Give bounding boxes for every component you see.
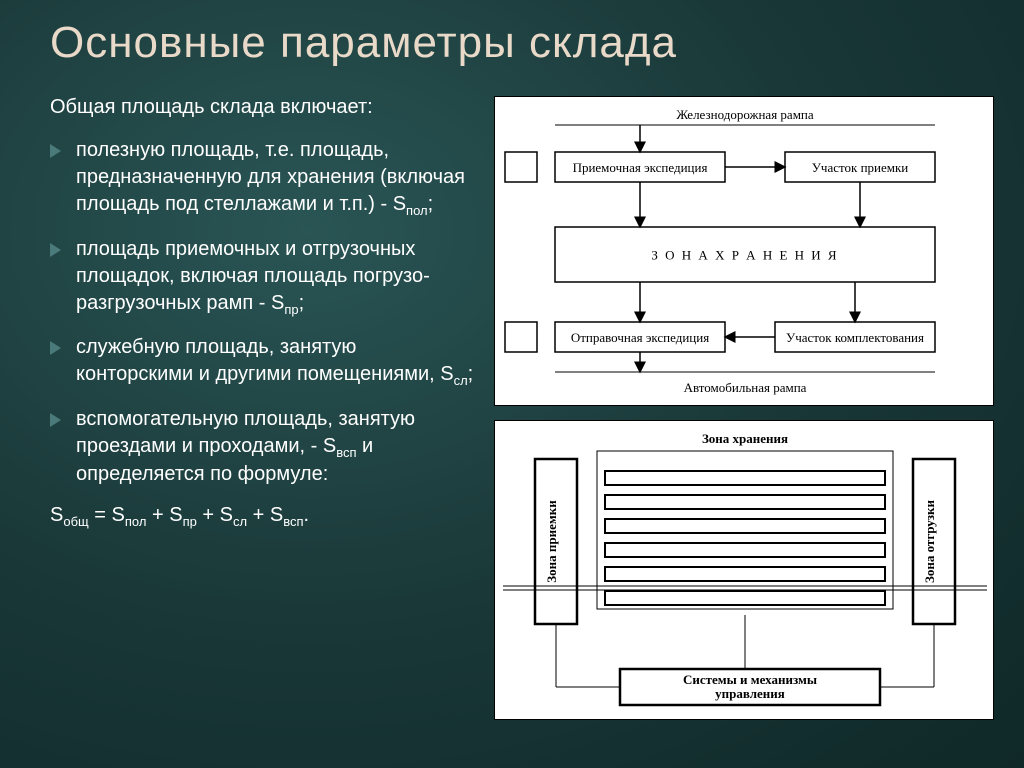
text-column: Общая площадь склада включает: полезную … xyxy=(50,96,476,720)
svg-text:Участок приемки: Участок приемки xyxy=(812,160,909,175)
slide: Основные параметры склада Общая площадь … xyxy=(0,0,1024,768)
svg-text:Автомобильная рампа: Автомобильная рампа xyxy=(684,380,807,395)
intro-text: Общая площадь склада включает: xyxy=(50,96,476,119)
content-row: Общая площадь склада включает: полезную … xyxy=(50,96,994,720)
flowchart-svg: Железнодорожная рампа Приемочная экспедиц… xyxy=(495,97,995,407)
svg-text:управления: управления xyxy=(715,686,785,701)
svg-text:Отправочная экспедиция: Отправочная экспедиция xyxy=(571,330,709,345)
svg-text:Системы и механизмы: Системы и механизмы xyxy=(683,672,817,687)
bullet-list: полезную площадь, т.е. площадь, предназн… xyxy=(50,137,476,488)
flowchart-panel: Железнодорожная рампа Приемочная экспедиц… xyxy=(494,96,994,406)
svg-text:Зона хранения: Зона хранения xyxy=(702,431,788,446)
layout-panel: Зона хранения Зона приемки Зона отгрузки Си… xyxy=(494,420,994,720)
svg-text:Железнодорожная рампа: Железнодорожная рампа xyxy=(676,107,814,122)
bullet-item: площадь приемочных и отгрузочных площадо… xyxy=(50,236,476,319)
bullet-item: вспомогательную площадь, занятую проезда… xyxy=(50,406,476,489)
svg-text:Участок комплектования: Участок комплектования xyxy=(786,330,924,345)
page-title: Основные параметры склада xyxy=(50,18,994,68)
svg-text:З О Н А Х Р А Н Е Н И Я: З О Н А Х Р А Н Е Н И Я xyxy=(651,248,838,263)
bullet-item: служебную площадь, занятую конторскими и… xyxy=(50,334,476,390)
formula-text: Sобщ = Sпол + Sпр + Sсл + Sвсп. xyxy=(50,504,476,529)
svg-text:Зона приемки: Зона приемки xyxy=(544,500,559,583)
svg-text:Приемочная экспедиция: Приемочная экспедиция xyxy=(573,160,708,175)
diagram-column: Железнодорожная рампа Приемочная экспедиц… xyxy=(494,96,994,720)
layout-svg: Зона хранения Зона приемки Зона отгрузки Си… xyxy=(495,421,995,721)
bullet-item: полезную площадь, т.е. площадь, предназн… xyxy=(50,137,476,220)
svg-text:Зона отгрузки: Зона отгрузки xyxy=(922,499,937,582)
